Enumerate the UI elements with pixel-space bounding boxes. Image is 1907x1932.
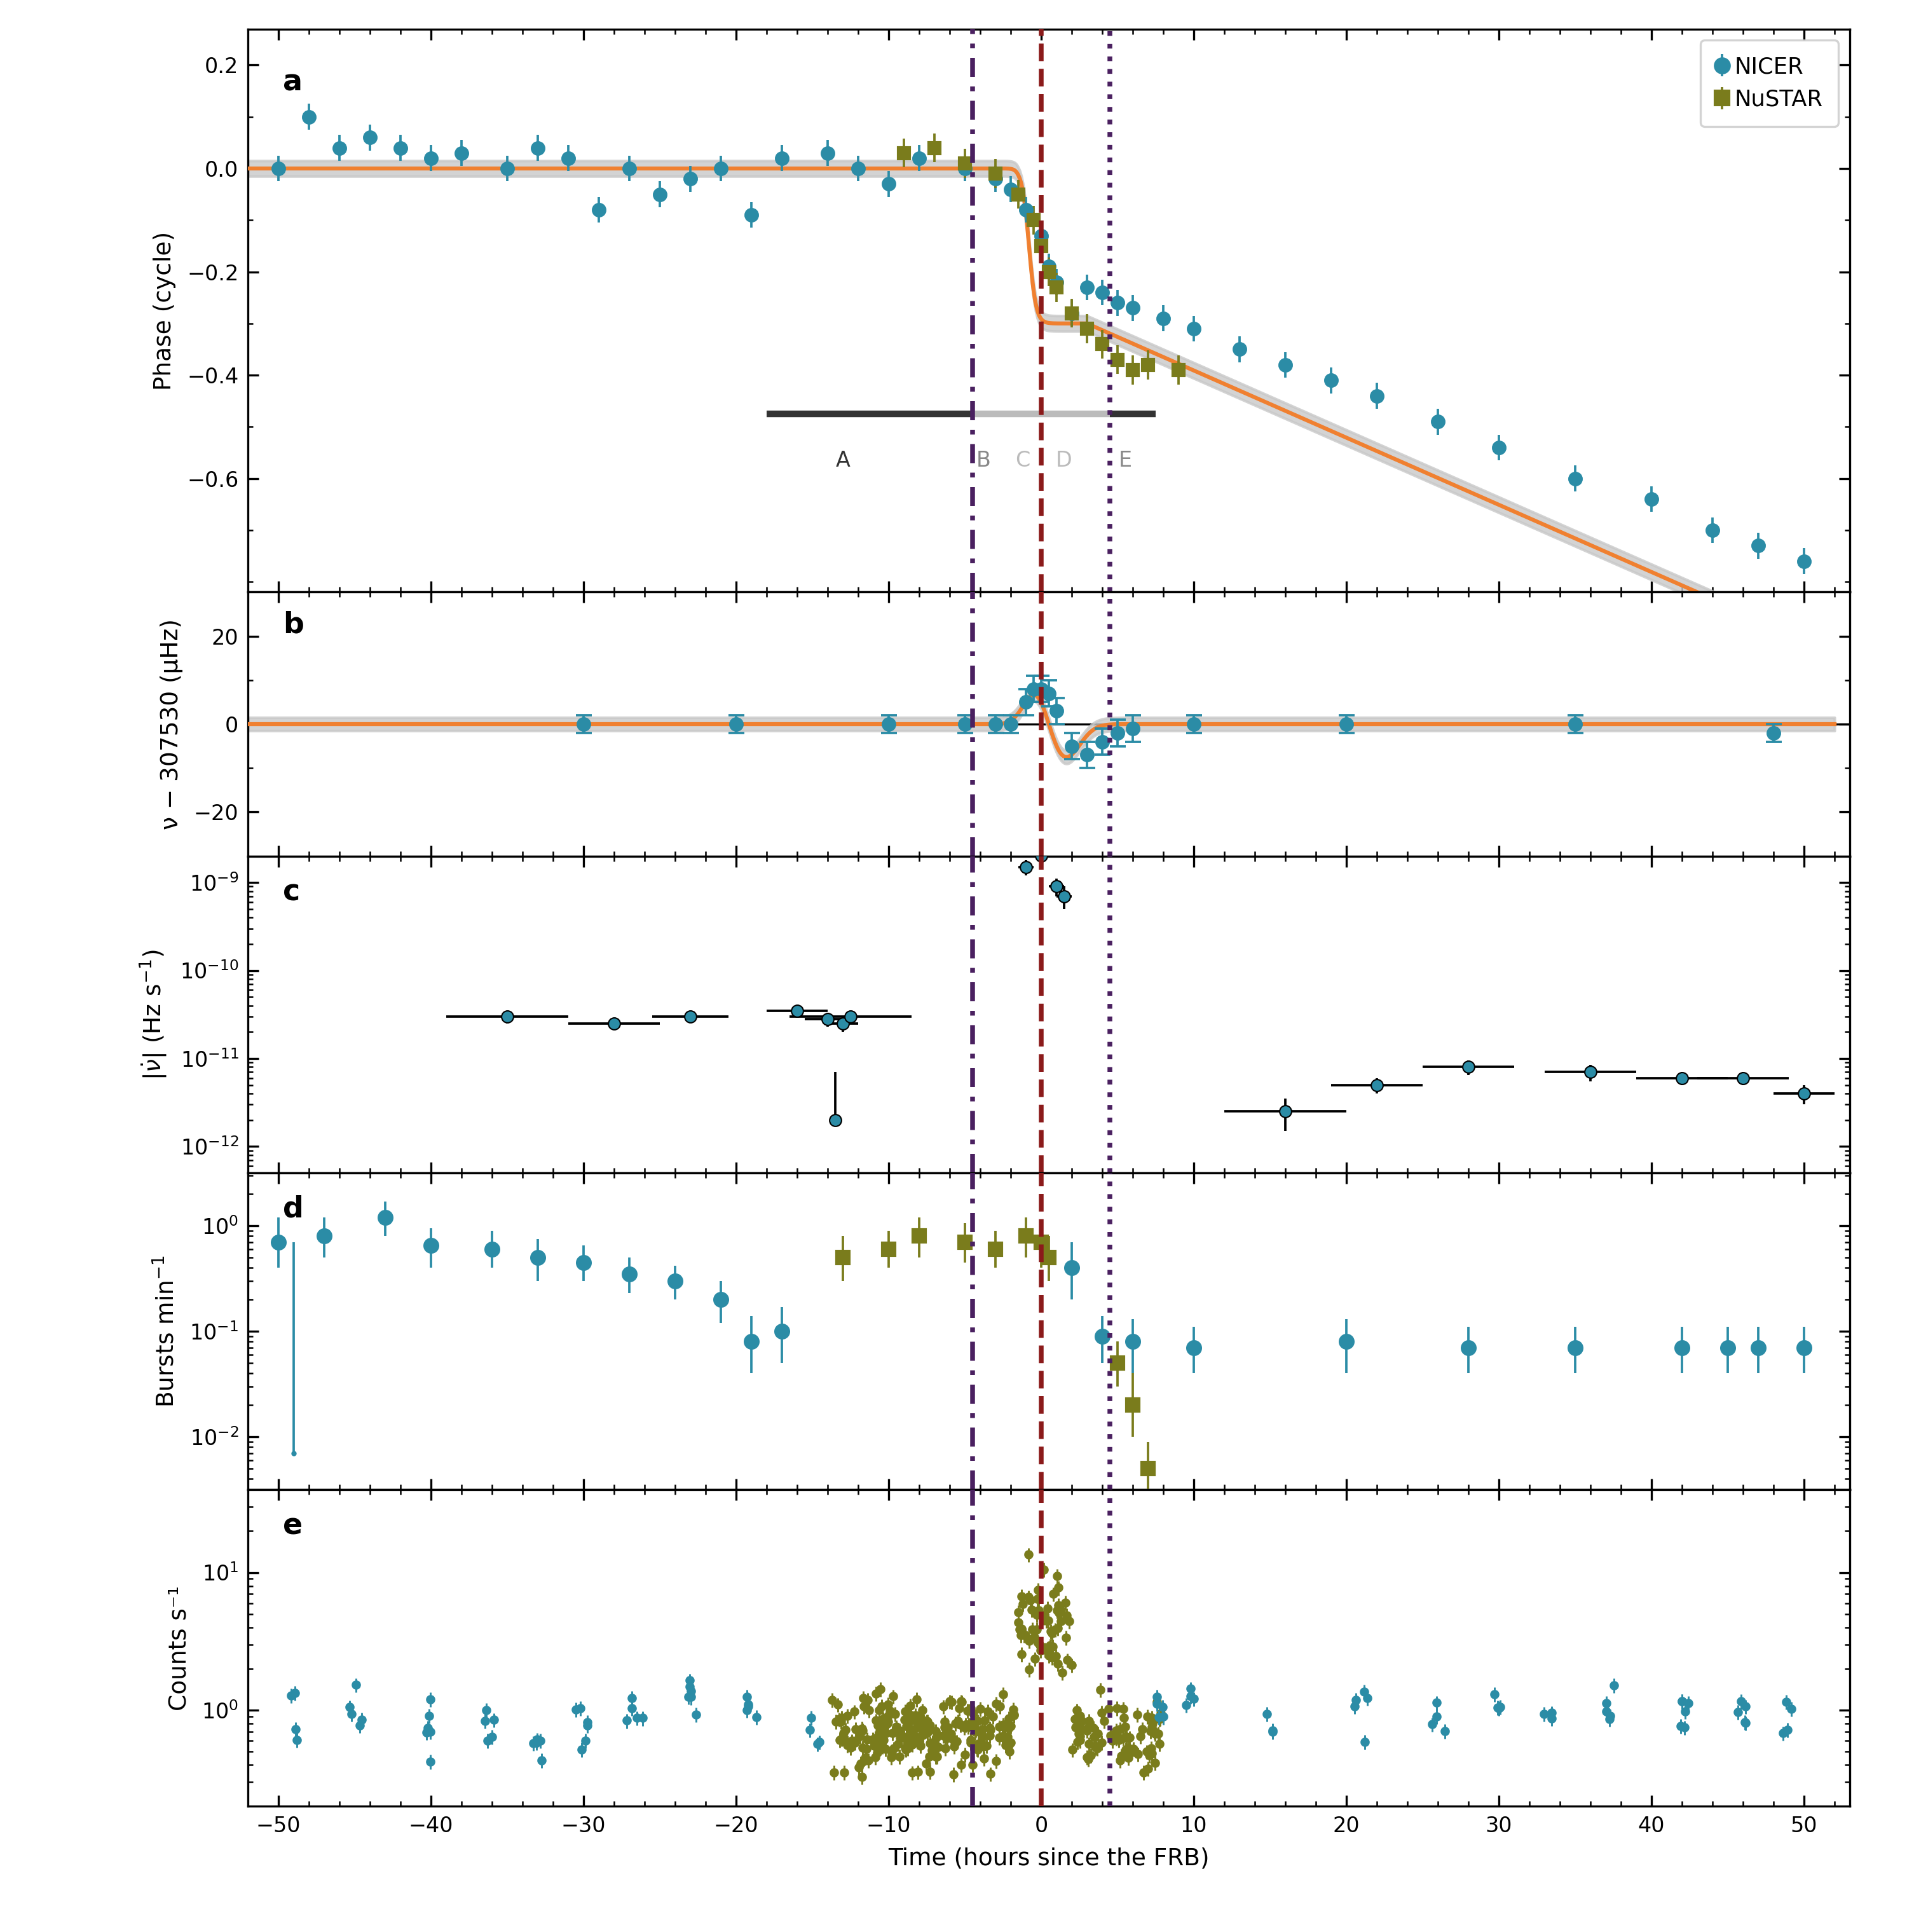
Text: d: d <box>282 1196 303 1223</box>
Legend: NICER, NuSTAR: NICER, NuSTAR <box>1701 41 1838 126</box>
Text: B: B <box>976 450 990 471</box>
Text: b: b <box>282 611 303 639</box>
Text: e: e <box>282 1513 303 1540</box>
Y-axis label: Bursts min$^{-1}$: Bursts min$^{-1}$ <box>154 1256 179 1408</box>
Text: C: C <box>1016 450 1030 471</box>
Y-axis label: Phase (cycle): Phase (cycle) <box>153 232 175 390</box>
Y-axis label: Counts s⁻¹: Counts s⁻¹ <box>168 1586 191 1710</box>
Text: D: D <box>1056 450 1072 471</box>
Y-axis label: $|\dot{\nu}|$ (Hz s$^{-1}$): $|\dot{\nu}|$ (Hz s$^{-1}$) <box>137 949 170 1080</box>
X-axis label: Time (hours since the FRB): Time (hours since the FRB) <box>889 1847 1209 1870</box>
Y-axis label: ν − 307530 (μHz): ν − 307530 (μHz) <box>160 618 183 829</box>
Text: c: c <box>282 879 301 906</box>
Text: a: a <box>282 68 303 97</box>
Text: E: E <box>1118 450 1133 471</box>
Text: A: A <box>835 450 851 471</box>
